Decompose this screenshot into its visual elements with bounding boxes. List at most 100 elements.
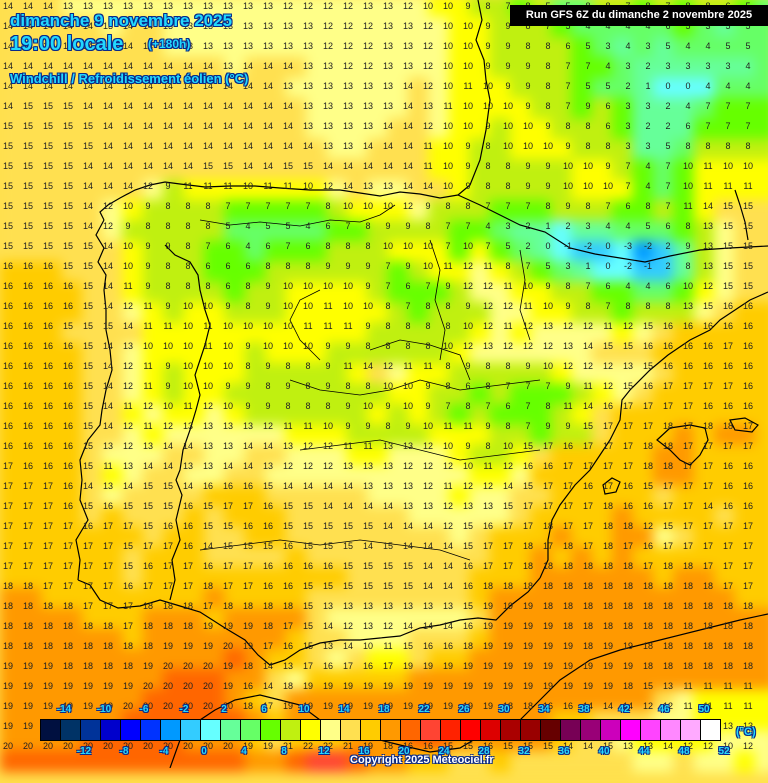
grid-value: 13 xyxy=(382,101,393,111)
color-cell xyxy=(0,159,22,181)
grid-value: 17 xyxy=(682,541,693,551)
color-cell xyxy=(550,138,573,161)
color-cell xyxy=(367,138,389,161)
grid-value: 12 xyxy=(342,621,353,631)
color-cell xyxy=(387,16,410,38)
grid-value: 9 xyxy=(525,61,531,71)
grid-value: 12 xyxy=(482,301,493,311)
grid-value: 9 xyxy=(285,381,291,391)
color-cell xyxy=(244,159,267,181)
grid-value: 18 xyxy=(42,601,53,611)
color-cell xyxy=(265,138,287,161)
color-cell xyxy=(142,0,165,18)
color-cell xyxy=(0,57,22,79)
grid-value: 8 xyxy=(425,341,431,351)
grid-value: 17 xyxy=(42,561,53,571)
grid-value: 15 xyxy=(722,261,733,271)
grid-value: 18 xyxy=(662,661,673,671)
grid-value: 17 xyxy=(542,541,553,551)
grid-value: 3 xyxy=(625,121,631,131)
color-cell xyxy=(387,138,410,161)
color-cell xyxy=(693,77,716,99)
grid-value: 17 xyxy=(702,441,713,451)
grid-value: 15 xyxy=(62,121,73,131)
grid-value: 15 xyxy=(2,221,13,231)
color-cell xyxy=(489,36,512,59)
color-cell xyxy=(489,138,512,161)
grid-value: 2 xyxy=(665,101,671,111)
legend-tick-bottom: -12 xyxy=(76,746,92,757)
color-cell xyxy=(469,97,491,120)
grid-value: 13 xyxy=(262,461,273,471)
grid-value: 9 xyxy=(465,361,471,371)
legend-tick-bottom: 36 xyxy=(558,746,570,757)
grid-value: 16 xyxy=(662,321,673,331)
grid-value: 17 xyxy=(102,581,113,591)
grid-value: 10 xyxy=(682,181,693,191)
color-cell xyxy=(142,77,165,99)
color-cell xyxy=(571,118,593,140)
grid-value: 17 xyxy=(702,481,713,491)
color-cell xyxy=(102,138,124,161)
grid-value: 13 xyxy=(342,121,353,131)
grid-value: 18 xyxy=(722,641,733,651)
legend-swatch xyxy=(181,720,201,740)
color-cell xyxy=(612,159,634,181)
grid-value: 13 xyxy=(342,141,353,151)
grid-value: 2 xyxy=(525,241,531,251)
grid-value: 9 xyxy=(465,141,471,151)
grid-value: 7 xyxy=(585,281,591,291)
grid-value: 14 xyxy=(702,501,713,511)
grid-value: 19 xyxy=(222,661,233,671)
grid-value: 8 xyxy=(485,161,491,171)
grid-value: 10 xyxy=(442,1,453,11)
grid-value: 15 xyxy=(702,301,713,311)
grid-value: 20 xyxy=(182,661,193,671)
legend-swatch xyxy=(621,720,641,740)
grid-value: 9 xyxy=(145,281,151,291)
grid-value: 17 xyxy=(542,501,553,511)
grid-value: 16 xyxy=(62,501,73,511)
grid-value: 15 xyxy=(142,501,153,511)
grid-value: 12 xyxy=(422,461,433,471)
grid-value: 14 xyxy=(282,101,293,111)
grid-value: 15 xyxy=(322,541,333,551)
grid-value: 8 xyxy=(705,141,711,151)
grid-value: 13 xyxy=(102,441,113,451)
grid-value: 17 xyxy=(102,521,113,531)
grid-value: 11 xyxy=(443,261,453,271)
color-cell xyxy=(163,16,185,38)
grid-value: 18 xyxy=(742,641,753,651)
grid-value: 18 xyxy=(662,421,673,431)
grid-value: 11 xyxy=(343,361,353,371)
grid-value: 4 xyxy=(645,161,651,171)
grid-value: 19 xyxy=(2,721,13,731)
grid-value: 12 xyxy=(382,621,393,631)
grid-value: 14 xyxy=(182,61,193,71)
grid-value: 10 xyxy=(542,361,553,371)
grid-value: 15 xyxy=(82,501,93,511)
grid-value: 10 xyxy=(502,121,513,131)
grid-value: 15 xyxy=(202,161,213,171)
grid-value: 18 xyxy=(702,621,713,631)
grid-value: 14 xyxy=(182,141,193,151)
grid-value: 9 xyxy=(465,301,471,311)
grid-value: 16 xyxy=(642,341,653,351)
grid-value: 13 xyxy=(342,601,353,611)
grid-value: 12 xyxy=(362,41,373,51)
grid-value: 8 xyxy=(585,121,591,131)
grid-value: 8 xyxy=(185,201,191,211)
grid-value: 11 xyxy=(183,181,193,191)
grid-value: 8 xyxy=(245,281,251,291)
color-cell xyxy=(489,0,512,18)
color-cell xyxy=(367,118,389,140)
grid-value: 14 xyxy=(342,641,353,651)
grid-value: 15 xyxy=(322,581,333,591)
color-cell xyxy=(448,138,471,161)
legend-tick-bottom: 12 xyxy=(318,746,330,757)
grid-value: 4 xyxy=(685,101,691,111)
grid-value: 16 xyxy=(2,321,13,331)
grid-value: 6 xyxy=(665,281,671,291)
grid-value: 11 xyxy=(303,321,313,331)
grid-value: 18 xyxy=(242,661,253,671)
